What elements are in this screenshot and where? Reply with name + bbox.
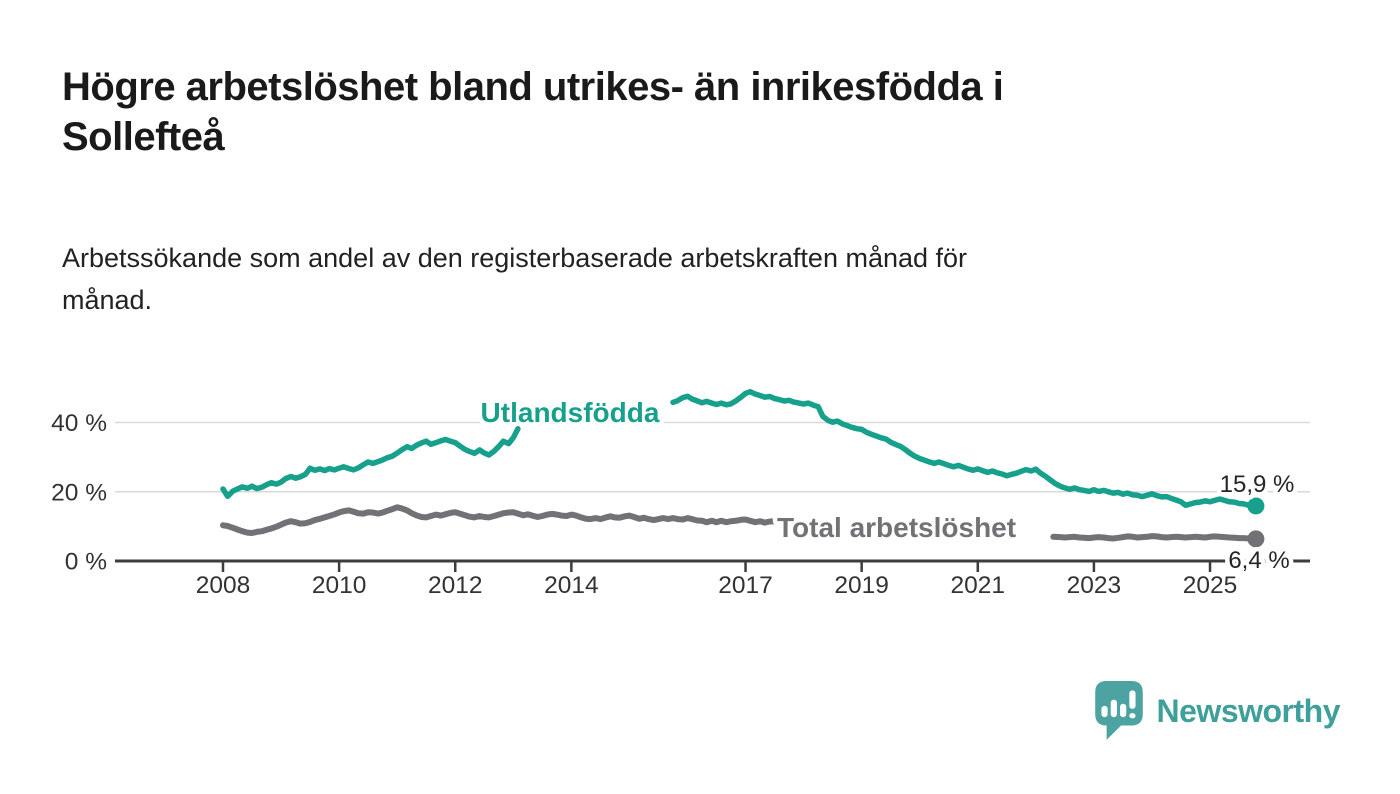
subtitle-line-2: månad. — [62, 284, 153, 315]
label-layer: Utlandsfödda 15,9 % Total arbetslöshet 6,4 … — [476, 393, 1299, 579]
x-tick-label: 2025 — [1183, 572, 1238, 599]
x-tick-label: 2019 — [834, 572, 889, 599]
x-tick-label: 2014 — [544, 572, 599, 599]
y-tick-label: 0 % — [65, 549, 107, 576]
series-end-value: 15,9 % — [1220, 471, 1295, 498]
title-line-1: Högre arbetslöshet bland utrikes- än inr… — [62, 65, 1004, 109]
brand-wordmark: Newsworthy — [1156, 692, 1341, 729]
series-layer — [220, 388, 1265, 548]
series-end-value: 6,4 % — [1228, 547, 1289, 574]
subtitle-line-1: Arbetssökande som andel av den registerb… — [62, 243, 968, 273]
series-line-utlandsf-dda — [220, 425, 521, 500]
y-tick-label: 40 % — [51, 410, 107, 437]
x-tick-label: 2023 — [1067, 572, 1122, 599]
series-end-dot — [1247, 530, 1265, 548]
page-subtitle: Arbetssökande som andel av den registerb… — [62, 238, 1282, 322]
y-tick-label: 20 % — [51, 479, 107, 506]
x-tick-label: 2010 — [312, 572, 367, 599]
x-tick-label: 2017 — [718, 572, 773, 599]
newsworthy-logo-icon — [1094, 681, 1143, 740]
series-label: Utlandsfödda — [481, 397, 660, 428]
logo-bar-chart-glyph — [1100, 690, 1136, 719]
newsworthy-logo: Newsworthy — [1093, 680, 1341, 742]
x-tick-label: 2012 — [428, 572, 483, 599]
series-line-total-arbetsl-shet — [1050, 533, 1259, 542]
title-line-2: Sollefteå — [62, 115, 225, 160]
series-line-utlandsf-dda — [670, 388, 1259, 509]
gridline-layer — [115, 421, 1310, 493]
axis-layer: 0 % 20 % 40 % 2008 2010 2012 2014 2017 2019 2021 2… — [51, 410, 1310, 599]
series-label: Total arbetslöshet — [777, 512, 1016, 543]
x-tick-label: 2021 — [951, 572, 1006, 599]
series-end-dot — [1247, 497, 1265, 515]
page-title: Högre arbetslöshet bland utrikes- än inr… — [62, 62, 1262, 163]
series-line-total-arbetsl-shet — [220, 504, 780, 536]
x-tick-label: 2008 — [196, 572, 251, 599]
